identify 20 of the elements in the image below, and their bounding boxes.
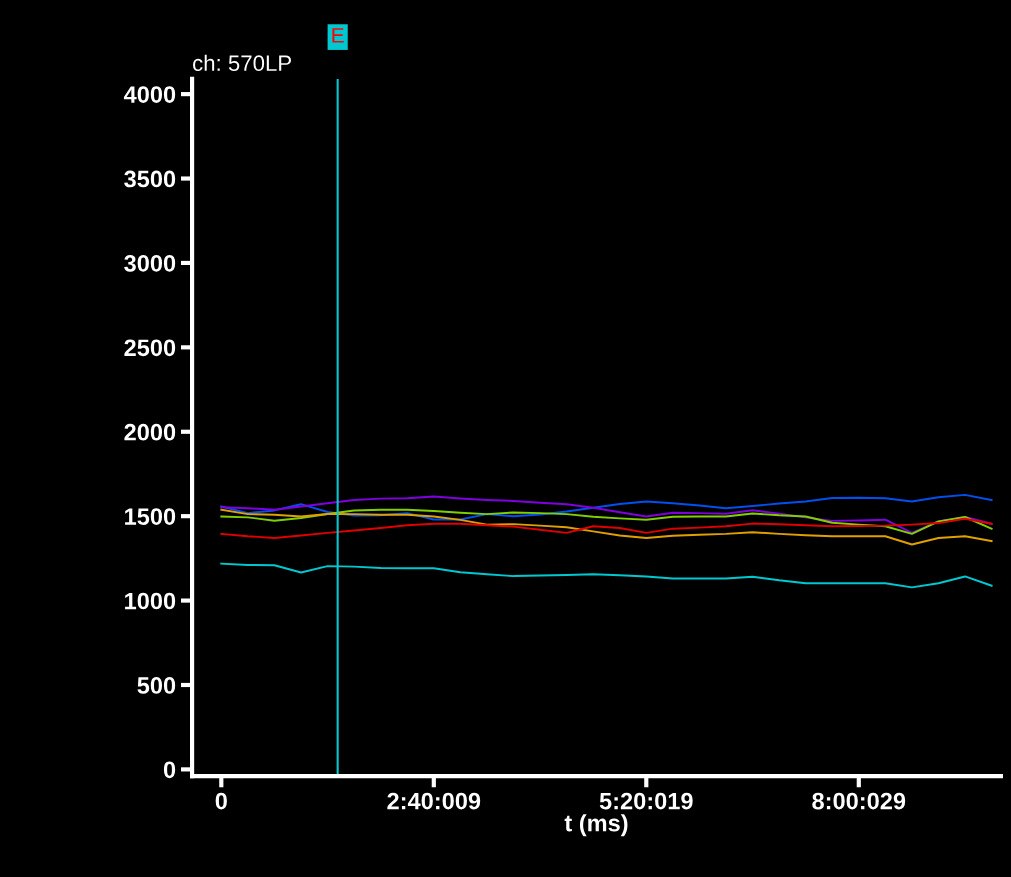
y-tick-label: 3500	[124, 170, 176, 188]
x-tick-label: 0	[215, 792, 227, 810]
y-tick-label: 0	[163, 761, 176, 779]
text: E	[332, 28, 344, 43]
x-tick-label: 8:00:029	[812, 792, 906, 810]
y-tick-label: 4000	[123, 86, 176, 103]
y-tick-label: 2000	[124, 423, 176, 441]
line-series	[220, 508, 993, 546]
x-tick-label: 2:40:009	[387, 792, 481, 810]
y-tick-label: 3000	[124, 255, 176, 272]
line-series	[220, 495, 993, 534]
y-tick-label: 500	[137, 677, 176, 694]
line-series	[220, 508, 993, 535]
x-tick-label: 5:20:019	[599, 792, 693, 810]
x-axis-title: t (ms)	[564, 814, 628, 837]
line-series	[220, 517, 993, 539]
chart-title: ch: 570LP	[193, 54, 291, 72]
y-tick-label: 1000	[125, 592, 176, 610]
y-tick-label: 2500	[124, 339, 176, 357]
y-tick-label: 1500	[125, 508, 176, 525]
